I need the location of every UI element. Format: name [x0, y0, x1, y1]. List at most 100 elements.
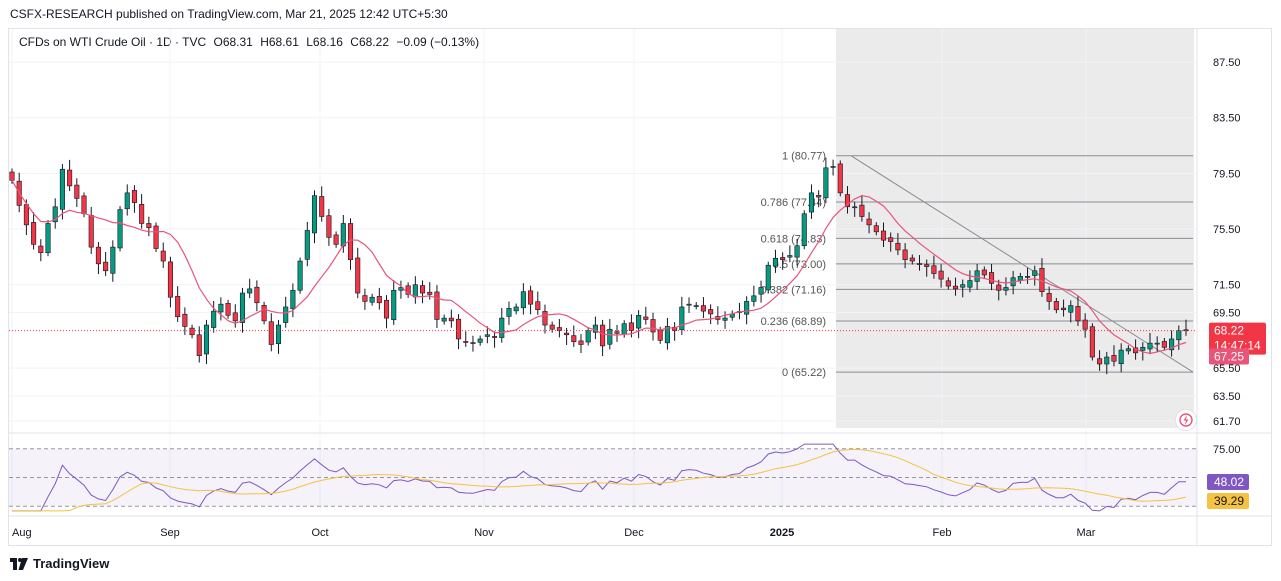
fib-level-label: 0 (65.22)	[782, 367, 826, 379]
candle-body	[787, 255, 793, 258]
candle-body	[657, 330, 663, 341]
candle-body	[607, 328, 613, 345]
candle-body	[528, 290, 534, 305]
candle-body	[636, 315, 642, 329]
candle-body	[182, 313, 188, 327]
low-value: L68.16	[306, 35, 343, 49]
candle-body	[441, 317, 447, 322]
candle-body	[139, 203, 145, 224]
candle-body	[506, 308, 512, 317]
candle-body	[88, 215, 94, 248]
candle-body	[1046, 293, 1052, 302]
candle-body	[420, 285, 426, 294]
candle-body	[1017, 276, 1023, 281]
candle-body	[585, 330, 591, 343]
candle-body	[1061, 307, 1067, 311]
candle-body	[427, 291, 433, 295]
symbol-legend: CFDs on WTI Crude Oil · 1D · TVC O68.31 …	[19, 35, 483, 49]
candle-body	[203, 324, 209, 355]
open-value: O68.31	[213, 35, 253, 49]
footer-brand[interactable]: TradingView	[10, 556, 109, 571]
fib-level-label: 0.618 (74.83)	[761, 233, 826, 245]
candle-body	[535, 301, 541, 311]
candle-body	[9, 171, 15, 181]
candle-body	[996, 284, 1002, 291]
candle-body	[679, 306, 685, 331]
candle-body	[211, 310, 217, 328]
candle-body	[124, 192, 130, 210]
candle-body	[1097, 358, 1103, 365]
candle-body	[808, 192, 815, 213]
x-axis-label: Mar	[1077, 527, 1096, 539]
symbol-info[interactable]: CFDs on WTI Crude Oil · 1D · TVC	[19, 35, 207, 49]
candle-body	[873, 225, 879, 233]
footer-brand-label: TradingView	[33, 556, 110, 571]
candle-body	[189, 327, 195, 336]
candle-body	[1104, 356, 1110, 365]
candle-body	[758, 287, 764, 295]
candle-body	[794, 245, 800, 258]
candle-body	[960, 284, 966, 288]
rsi-value-label: 48.02	[1214, 475, 1244, 489]
candle-body	[643, 316, 649, 320]
candle-body	[686, 303, 692, 306]
rsi-axis-label: 75.00	[1213, 444, 1241, 456]
candle-body	[751, 295, 757, 302]
chart-frame	[8, 28, 1272, 546]
candle-body	[261, 304, 267, 322]
bolt-icon[interactable]	[1175, 409, 1197, 431]
candle-body	[95, 246, 101, 265]
candle-body	[556, 327, 562, 331]
candle-body	[1032, 270, 1038, 276]
candle-body	[362, 295, 368, 302]
date-range-highlight	[836, 29, 1194, 428]
candle-body	[859, 204, 865, 217]
y-axis-label: 83.50	[1213, 113, 1241, 125]
rsi-value-badge	[1207, 474, 1249, 490]
fib-level-label: 0.786 (77.44)	[761, 197, 826, 209]
candle-body	[916, 263, 923, 265]
candle-body	[1169, 338, 1175, 351]
rsi-ma-value-badge	[1207, 493, 1249, 509]
candle-body	[744, 301, 750, 315]
candle-body	[621, 323, 627, 335]
last-price-label: 68.22	[1214, 324, 1244, 338]
candle-body	[888, 237, 894, 242]
candle-body	[693, 305, 699, 307]
candle-body	[376, 296, 382, 304]
candle-body	[1140, 347, 1146, 351]
candle-body	[297, 260, 303, 291]
candle-body	[542, 311, 548, 326]
ma-value-badge	[1209, 348, 1249, 365]
candle-body	[765, 264, 771, 291]
close-value: C68.22	[350, 35, 389, 49]
y-axis-label: 87.50	[1213, 57, 1241, 69]
x-axis-label: Dec	[624, 527, 644, 539]
candle-body	[614, 331, 620, 334]
candle-body	[23, 204, 29, 226]
x-axis-label: Feb	[933, 527, 952, 539]
candle-body	[628, 322, 634, 331]
candle-body	[650, 319, 656, 333]
candle-body	[880, 230, 887, 241]
candle-body	[31, 222, 37, 245]
candle-body	[103, 261, 109, 272]
candle-body	[304, 230, 310, 260]
candle-body	[52, 206, 58, 223]
x-axis-label: Oct	[311, 527, 328, 539]
candle-body	[239, 292, 246, 323]
candle-body	[816, 195, 822, 198]
candle-body	[837, 163, 843, 194]
candle-body	[981, 269, 987, 276]
candle-body	[146, 223, 152, 228]
candle-body	[74, 184, 80, 199]
fib-level-label: 1 (80.77)	[782, 151, 826, 163]
candle-body	[1003, 287, 1009, 291]
candle-body	[484, 334, 490, 337]
high-value: H68.61	[260, 35, 299, 49]
y-axis-label: 65.50	[1213, 363, 1241, 375]
candle-body	[225, 303, 231, 316]
candle-body	[1176, 330, 1182, 341]
candle-body	[448, 317, 454, 322]
